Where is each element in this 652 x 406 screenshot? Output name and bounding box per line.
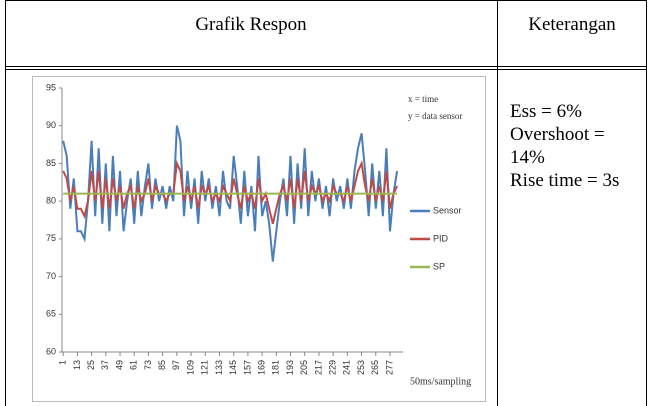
x-tick-label: 253 <box>356 360 366 375</box>
series-line <box>62 159 399 225</box>
y-tick-label: 60 <box>46 346 56 356</box>
table-borders <box>5 0 647 406</box>
note: Overshoot = 14% <box>510 124 605 168</box>
legend-label: Sensor <box>433 205 462 215</box>
x-tick-label: 169 <box>256 360 266 375</box>
y-tick-label: 65 <box>46 309 56 319</box>
y-tick-label: 75 <box>46 233 56 243</box>
annotation: y = data sensor <box>408 111 462 121</box>
header: Grafik Respon <box>195 14 307 35</box>
x-tick-label: 229 <box>328 360 338 375</box>
x-tick-label: 97 <box>171 360 181 370</box>
x-tick-label: 25 <box>86 360 96 370</box>
x-tick-label: 13 <box>72 360 82 370</box>
y-tick-label: 80 <box>46 196 56 206</box>
x-tick-label: 133 <box>214 360 224 375</box>
y-tick-label: 70 <box>46 271 56 281</box>
x-tick-label: 49 <box>114 360 124 370</box>
x-tick-label: 241 <box>342 360 352 375</box>
legend-label: SP <box>433 261 445 271</box>
legend-label: PID <box>433 233 449 243</box>
x-tick-label: 73 <box>143 360 153 370</box>
x-tick-label: 121 <box>200 360 210 375</box>
x-tick-label: 265 <box>370 360 380 375</box>
notes: Ess = 6% Overshoot = 14% Rise time = 3s <box>510 100 640 192</box>
x-tick-label: 217 <box>313 360 323 375</box>
x-tick-label: 109 <box>185 360 195 375</box>
x-tick-label: 61 <box>129 360 139 370</box>
y-tick-label: 85 <box>46 158 56 168</box>
annotation: x = time <box>408 94 438 104</box>
x-tick-label: 85 <box>157 360 167 370</box>
y-tick-label: 95 <box>46 82 56 92</box>
header: Keterangan <box>528 14 616 35</box>
y-tick-label: 90 <box>46 120 56 130</box>
x-tick-label: 37 <box>100 360 110 370</box>
x-tick-label: 205 <box>299 360 309 375</box>
x-tick-label: 181 <box>271 360 281 375</box>
x-axis-label: 50ms/sampling <box>410 376 471 387</box>
note: Ess = 6% <box>510 101 582 122</box>
x-tick-label: 157 <box>242 360 252 375</box>
x-tick-label: 145 <box>228 360 238 375</box>
x-tick-label: 277 <box>384 360 394 375</box>
x-tick-label: 1 <box>58 360 68 365</box>
x-tick-label: 193 <box>285 360 295 375</box>
note: Rise time = 3s <box>510 170 620 191</box>
